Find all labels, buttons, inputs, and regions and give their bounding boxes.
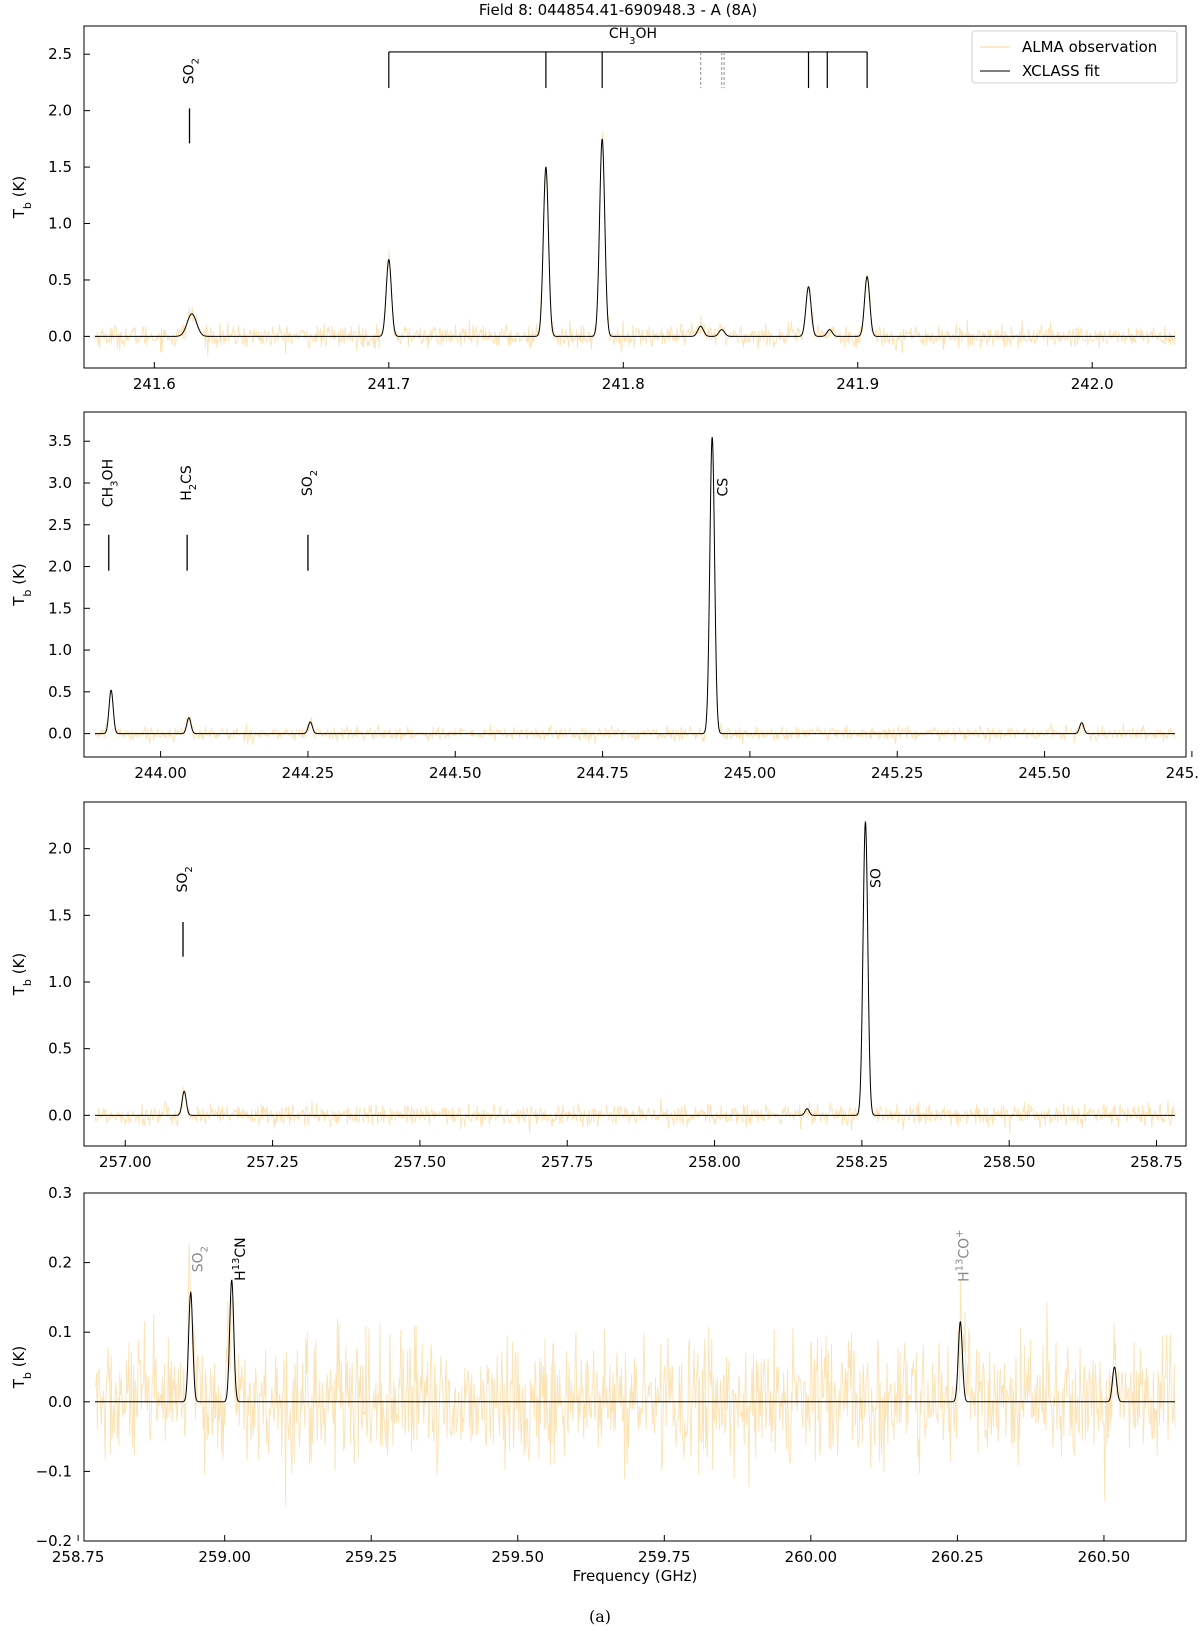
spectrum-panel-1: 241.6 241.7 241.8 241.9 242.0 0.0 0.5 1.0 1.5 2.0… bbox=[10, 25, 1187, 393]
plot-frame bbox=[83, 411, 1187, 758]
line-label: SO2 bbox=[182, 58, 202, 84]
legend-entry: ALMA observation bbox=[1022, 38, 1157, 56]
x-tick-label: 257.50 bbox=[394, 1153, 447, 1171]
alma-observation-line bbox=[94, 436, 1176, 745]
x-tick-label: 244.50 bbox=[429, 764, 482, 782]
x-tick-label: 241.9 bbox=[836, 375, 879, 393]
y-tick-label: 0.5 bbox=[48, 683, 72, 701]
y-tick-label: −0.2 bbox=[36, 1532, 72, 1550]
x-tick-label: 241.8 bbox=[602, 375, 645, 393]
figure-caption: (a) bbox=[589, 1607, 611, 1626]
spectrum-panel-3: 257.00 257.25 257.50 257.75 258.00 258.25 258.… bbox=[10, 801, 1187, 1171]
plot-frame bbox=[83, 801, 1187, 1147]
x-tick-label: 259.50 bbox=[492, 1548, 545, 1566]
y-tick-label: 1.0 bbox=[48, 215, 72, 233]
xclass-fit-line bbox=[95, 437, 1175, 735]
figure-title: Field 8: 044854.41-690948.3 - A (8A) bbox=[479, 1, 757, 19]
y-tick-label: 1.0 bbox=[48, 641, 72, 659]
x-tick-label: 258.00 bbox=[688, 1153, 741, 1171]
x-tick-label: 257.25 bbox=[246, 1153, 299, 1171]
x-tick-label: 257.75 bbox=[541, 1153, 594, 1171]
line-label: SO2 bbox=[175, 866, 195, 892]
x-tick-label: 258.25 bbox=[836, 1153, 889, 1171]
y-tick-label: 2.0 bbox=[48, 840, 72, 858]
spectrum-panel-4: 258.75 259.00 259.25 259.50 259.75 260.00 260.… bbox=[10, 1184, 1187, 1585]
x-tick-label: 258.75 bbox=[52, 1548, 105, 1566]
plot-frame bbox=[83, 25, 1187, 369]
x-tick-label: 242.0 bbox=[1071, 375, 1114, 393]
y-tick-label: 3.5 bbox=[48, 432, 72, 450]
panels-container: 241.6 241.7 241.8 241.9 242.0 0.0 0.5 1.0 1.5 2.0… bbox=[10, 25, 1200, 1585]
x-tick-label: 241.6 bbox=[133, 375, 176, 393]
line-label: H13CO+ bbox=[954, 1229, 973, 1281]
x-tick-label: 260.25 bbox=[931, 1548, 984, 1566]
y-tick-label: 2.5 bbox=[48, 45, 72, 63]
x-tick-label: 258.50 bbox=[983, 1153, 1036, 1171]
spectrum-panel-2: 244.00 244.25 244.50 244.75 245.00 245.25 245.… bbox=[10, 411, 1200, 782]
x-tick-label: 245.00 bbox=[724, 764, 777, 782]
y-tick-label: 0.5 bbox=[48, 1040, 72, 1058]
x-tick-label: 258.75 bbox=[1130, 1153, 1183, 1171]
y-axis-label: Tb (K) bbox=[10, 953, 34, 996]
y-tick-label: 0.0 bbox=[48, 725, 72, 743]
y-tick-label: 0.0 bbox=[48, 327, 72, 345]
legend-entry: XCLASS fit bbox=[1022, 62, 1100, 80]
y-tick-label: 1.5 bbox=[48, 158, 72, 176]
y-axis-label: Tb (K) bbox=[10, 1346, 34, 1389]
legend-box bbox=[971, 30, 1178, 84]
y-axis-label: Tb (K) bbox=[10, 563, 34, 606]
bracket-label: CH3OH bbox=[609, 26, 657, 47]
line-label: H2CS bbox=[179, 465, 199, 501]
y-tick-label: 3.0 bbox=[48, 474, 72, 492]
x-tick-label: 257.00 bbox=[99, 1153, 152, 1171]
line-label: SO bbox=[869, 868, 885, 888]
y-tick-label: 2.5 bbox=[48, 516, 72, 534]
plot-frame bbox=[83, 1192, 1187, 1542]
x-tick-label: 245.25 bbox=[871, 764, 924, 782]
y-tick-label: 0.3 bbox=[48, 1184, 72, 1202]
x-tick-label: 260.50 bbox=[1078, 1548, 1131, 1566]
line-label: SO2 bbox=[300, 470, 320, 496]
xclass-fit-line bbox=[95, 820, 1175, 1116]
line-label: CH3OH bbox=[101, 459, 121, 507]
x-tick-label: 245.75 bbox=[1166, 764, 1200, 782]
x-tick-label: 244.75 bbox=[576, 764, 629, 782]
x-tick-label: 241.7 bbox=[367, 375, 410, 393]
x-tick-label: 259.00 bbox=[198, 1548, 251, 1566]
y-tick-label: 1.0 bbox=[48, 973, 72, 991]
x-tick-label: 259.25 bbox=[345, 1548, 398, 1566]
line-label: SO2 bbox=[190, 1246, 210, 1272]
y-tick-label: −0.1 bbox=[36, 1462, 72, 1480]
x-axis-label: Frequency (GHz) bbox=[573, 1567, 698, 1585]
xclass-fit-line bbox=[95, 138, 1175, 337]
x-tick-label: 260.00 bbox=[785, 1548, 838, 1566]
y-tick-label: 0.0 bbox=[48, 1106, 72, 1124]
y-tick-label: 0.5 bbox=[48, 271, 72, 289]
x-tick-label: 245.50 bbox=[1018, 764, 1071, 782]
x-tick-label: 244.00 bbox=[134, 764, 187, 782]
line-label: CS bbox=[715, 478, 731, 497]
line-label: H13CN bbox=[231, 1237, 250, 1281]
y-tick-label: 1.5 bbox=[48, 906, 72, 924]
y-tick-label: 2.0 bbox=[48, 558, 72, 576]
legend: ALMA observation XCLASS fit bbox=[971, 30, 1178, 84]
y-tick-label: 2.0 bbox=[48, 102, 72, 120]
alma-observation-line bbox=[94, 823, 1176, 1134]
y-tick-label: 1.5 bbox=[48, 599, 72, 617]
y-tick-label: 0.2 bbox=[48, 1254, 72, 1272]
alma-observation-line bbox=[94, 130, 1176, 357]
y-tick-label: 0.1 bbox=[48, 1323, 72, 1341]
xclass-fit-line bbox=[95, 1279, 1175, 1403]
y-tick-label: 0.0 bbox=[48, 1393, 72, 1411]
y-axis-label: Tb (K) bbox=[10, 176, 34, 219]
x-tick-label: 259.75 bbox=[638, 1548, 691, 1566]
alma-observation-line bbox=[94, 1243, 1176, 1507]
x-tick-label: 244.25 bbox=[282, 764, 335, 782]
